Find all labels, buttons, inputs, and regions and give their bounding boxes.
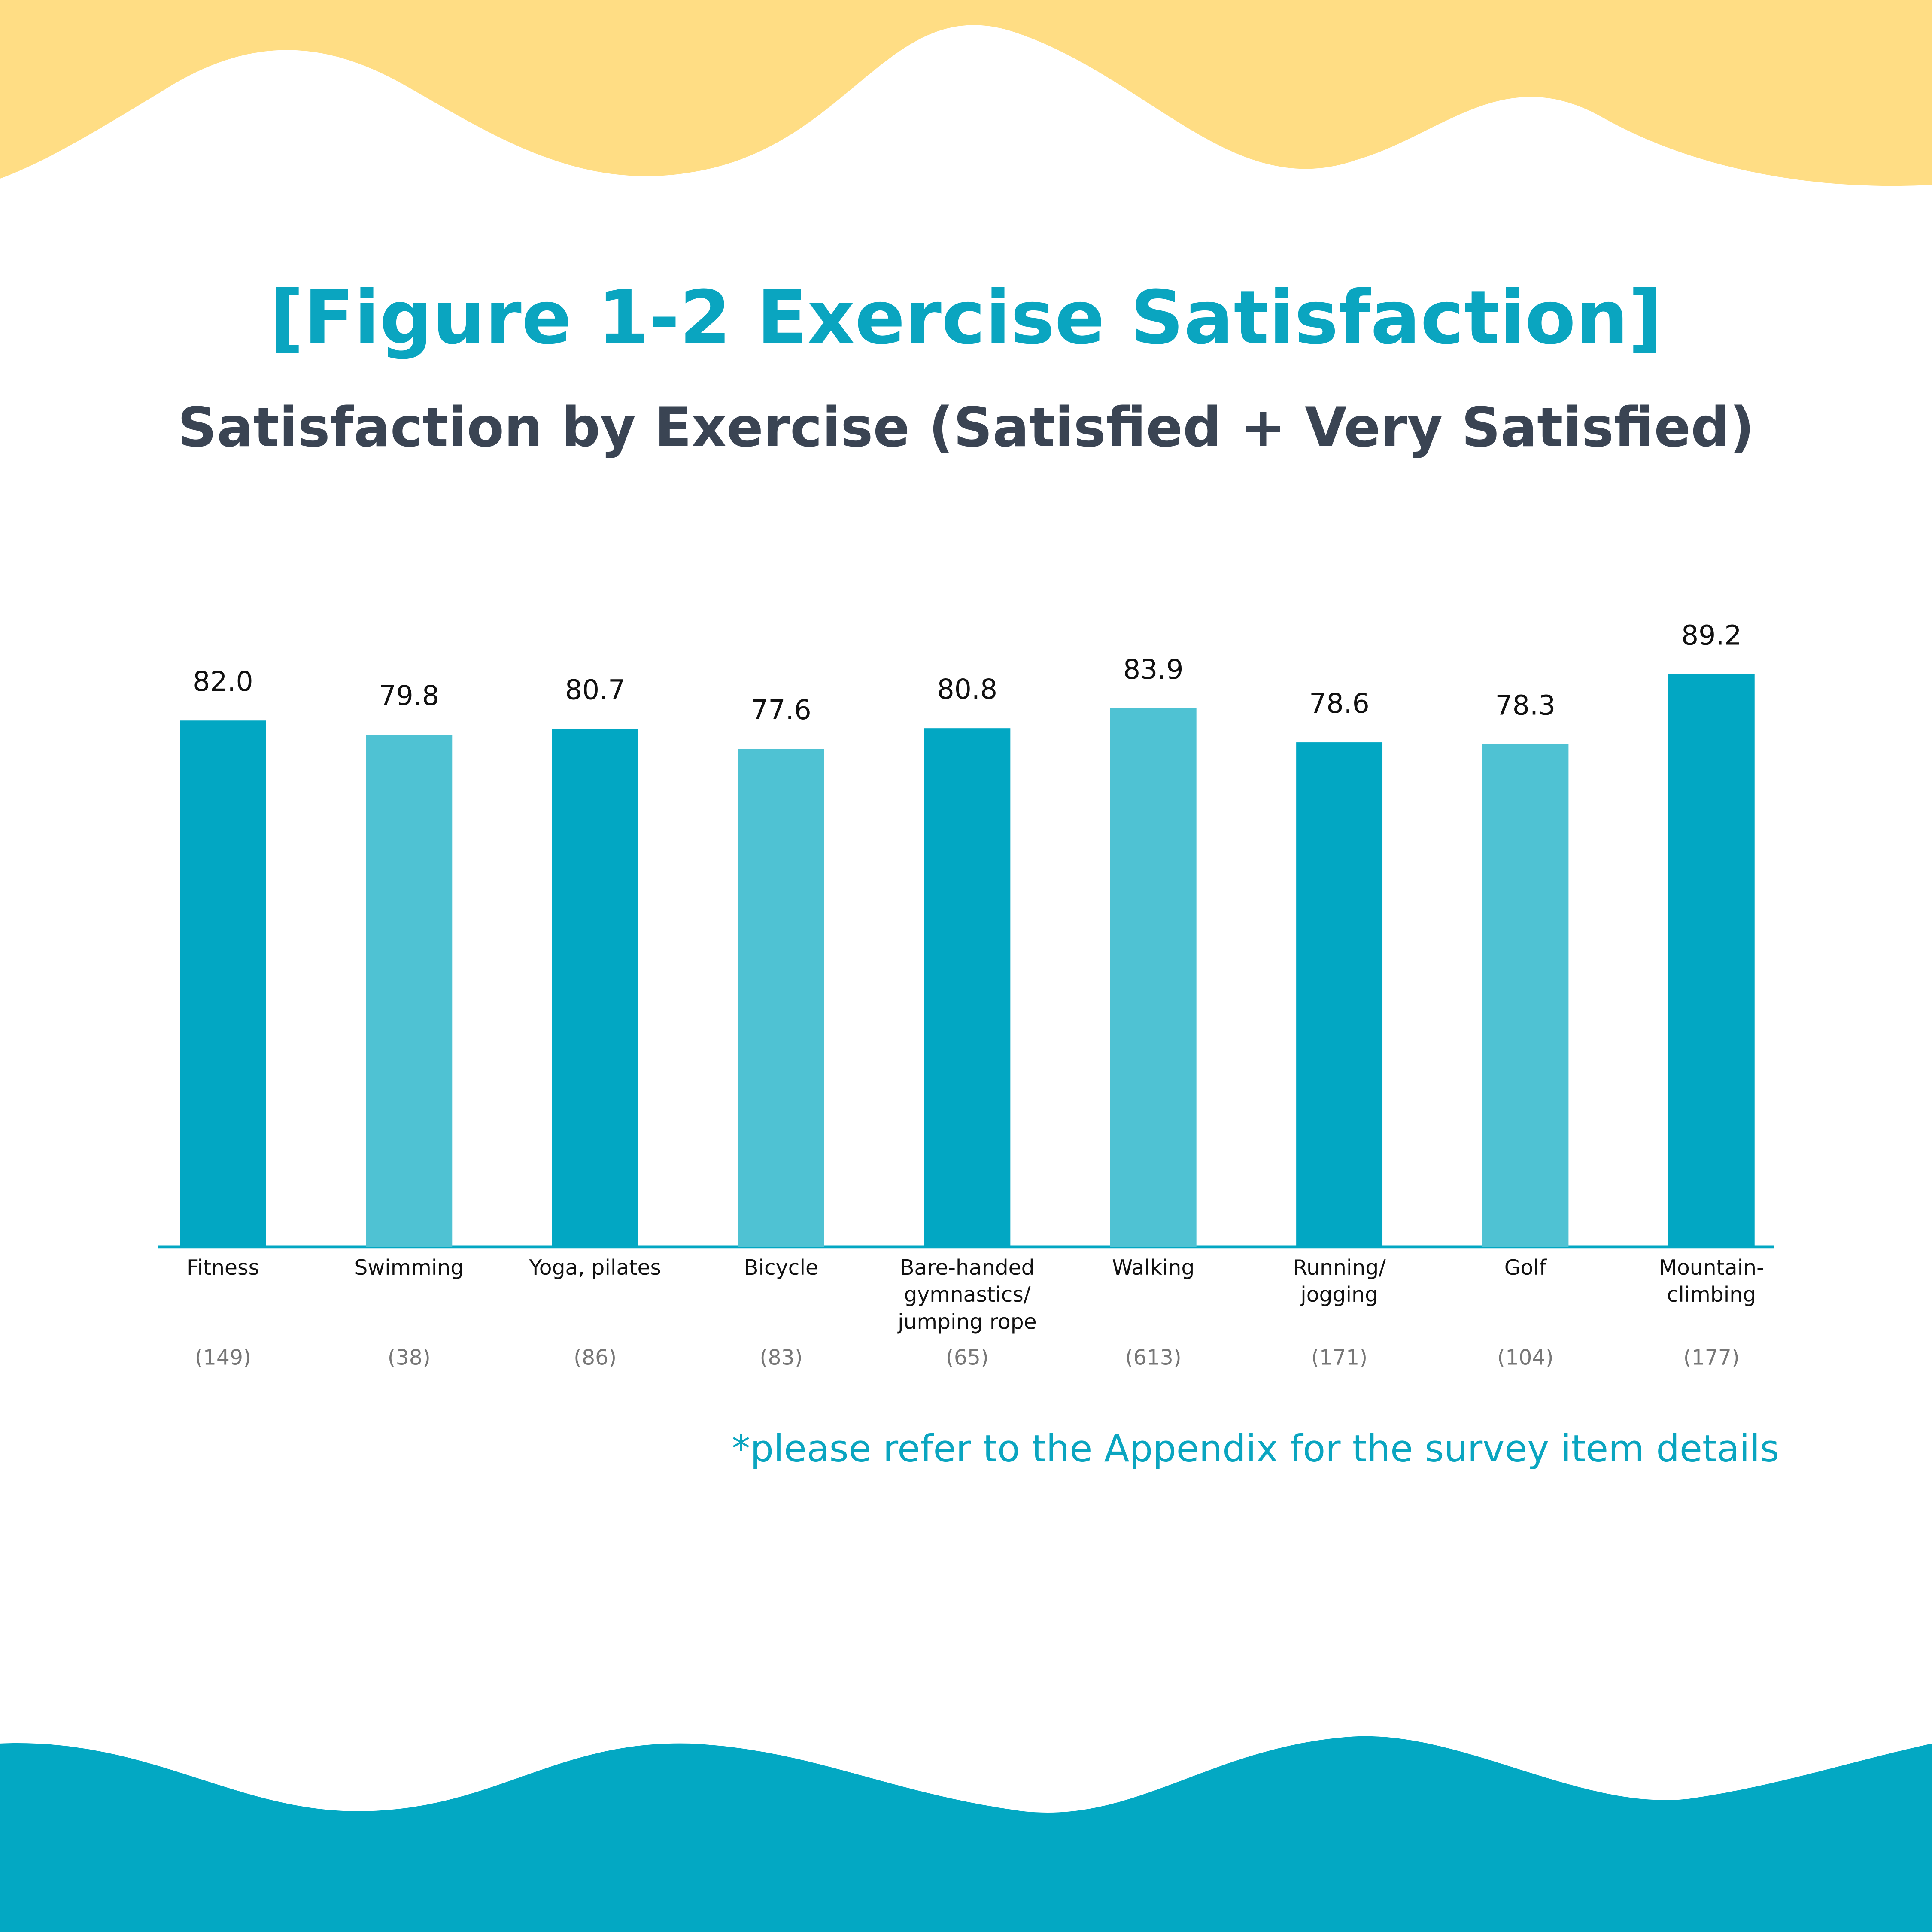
bottom-wave [0, 1736, 1932, 1932]
sample-size: (149) [195, 1345, 251, 1370]
value-label: 79.8 [379, 680, 440, 711]
sample-size: (65) [946, 1345, 989, 1370]
x-tick-label: Bare-handed gymnastics/jumping rope [897, 1255, 1037, 1334]
bar [552, 729, 638, 1247]
x-tick-label: Bicycle [744, 1255, 818, 1280]
sample-size: (86) [574, 1345, 617, 1370]
sample-size: (104) [1497, 1345, 1553, 1370]
x-tick-label: Mountain-climbing [1659, 1255, 1764, 1307]
bar [366, 735, 453, 1247]
value-label: 83.9 [1123, 653, 1184, 685]
footnote: *please refer to the Appendix for the su… [732, 1428, 1779, 1470]
x-tick-label: Fitness [187, 1255, 259, 1280]
x-tick-label: Yoga, pilates [529, 1255, 661, 1280]
sample-size: (38) [388, 1345, 431, 1370]
x-tick-label: Running/jogging [1293, 1255, 1386, 1307]
bar [1296, 742, 1383, 1247]
bar [1110, 708, 1197, 1247]
top-wave [0, 0, 1932, 186]
bar [924, 728, 1011, 1247]
value-label: 77.6 [751, 694, 811, 726]
x-tick-label: Walking [1112, 1255, 1194, 1280]
sample-size: (171) [1311, 1345, 1367, 1370]
value-label: 78.3 [1495, 690, 1556, 721]
value-label: 82.0 [193, 665, 253, 697]
sample-size: (177) [1683, 1345, 1740, 1370]
chart-subtitle: Satisfaction by Exercise (Satisfied + Ve… [178, 396, 1755, 459]
bar [180, 720, 266, 1247]
bar [1482, 744, 1569, 1247]
value-label: 78.6 [1309, 687, 1370, 719]
sample-size: (83) [759, 1345, 802, 1370]
value-label: 89.2 [1681, 620, 1742, 651]
x-tick-label: Golf [1504, 1255, 1547, 1280]
value-label: 80.7 [565, 674, 626, 706]
x-tick-label: Swimming [354, 1255, 464, 1280]
sample-size: (613) [1125, 1345, 1182, 1370]
value-label: 80.8 [937, 673, 998, 705]
bar [1668, 674, 1755, 1247]
chart-title: [Figure 1-2 Exercise Satisfaction] [270, 274, 1662, 361]
bar [738, 749, 824, 1247]
